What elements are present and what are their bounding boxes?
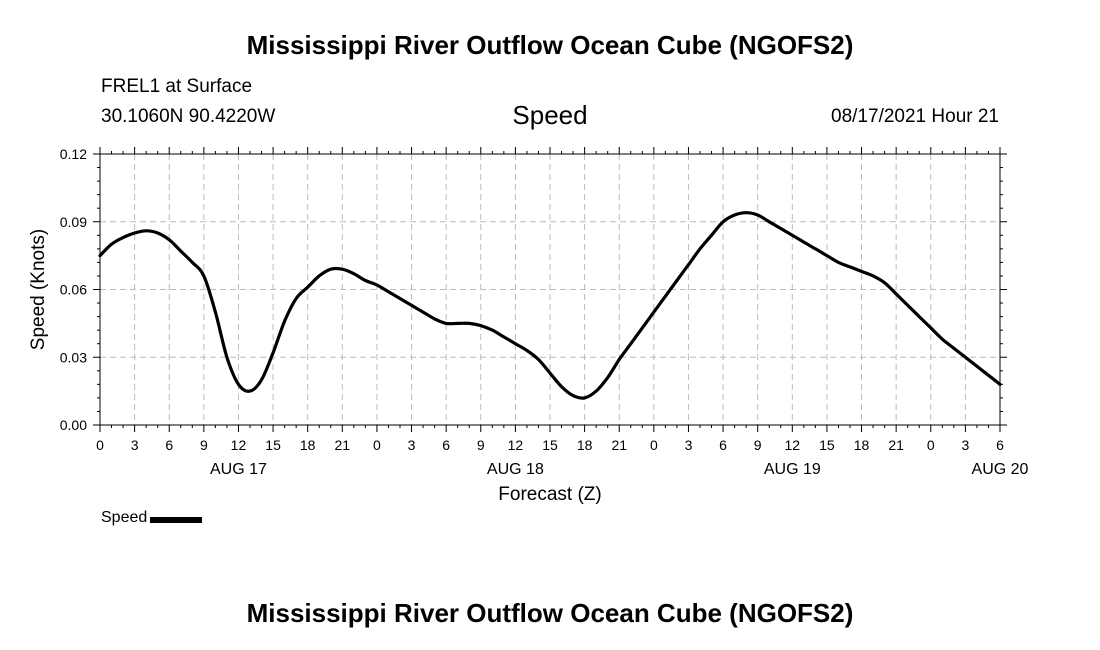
x-tick-label: 9 (200, 437, 208, 453)
date-label: AUG 18 (487, 461, 544, 478)
x-tick-label: 15 (265, 437, 281, 453)
x-tick-label: 6 (996, 437, 1004, 453)
y-tick-label: 0.09 (60, 214, 87, 230)
x-tick-label: 6 (442, 437, 450, 453)
y-tick-label: 0.12 (60, 146, 87, 162)
y-tick-label: 0.03 (60, 349, 87, 365)
coordinates-label: 30.1060N 90.4220W (101, 106, 276, 127)
x-tick-label: 21 (611, 437, 627, 453)
chart-subtitle: Speed (512, 100, 588, 130)
x-tick-label: 0 (373, 437, 381, 453)
series-line-speed (98, 211, 1002, 400)
date-label: AUG 17 (210, 461, 267, 478)
datetime-label: 08/17/2021 Hour 21 (831, 106, 999, 127)
x-tick-label: 0 (96, 437, 104, 453)
x-tick-label: 3 (961, 437, 969, 453)
x-tick-label: 6 (165, 437, 173, 453)
x-tick-label: 3 (408, 437, 416, 453)
legend-swatch (150, 517, 203, 523)
x-tick-label: 15 (819, 437, 835, 453)
chart-main-title: Mississippi River Outflow Ocean Cube (NG… (246, 30, 854, 60)
x-tick-label: 18 (300, 437, 316, 453)
footer-title: Mississippi River Outflow Ocean Cube (NG… (246, 598, 854, 628)
x-tick-label: 21 (888, 437, 904, 453)
date-label: AUG 20 (972, 461, 1029, 478)
x-tick-label: 0 (927, 437, 935, 453)
x-tick-label: 15 (542, 437, 558, 453)
x-tick-label: 3 (685, 437, 693, 453)
x-axis-label: Forecast (Z) (498, 484, 601, 505)
date-label: AUG 19 (764, 461, 821, 478)
y-axis-label: Speed (Knots) (28, 229, 49, 350)
x-tick-label: 0 (650, 437, 658, 453)
x-tick-label: 21 (335, 437, 351, 453)
x-tick-label: 6 (719, 437, 727, 453)
y-tick-label: 0.00 (60, 417, 87, 433)
x-tick-label: 12 (508, 437, 524, 453)
y-tick-label: 0.06 (60, 282, 87, 298)
x-tick-label: 12 (785, 437, 801, 453)
station-label: FREL1 at Surface (101, 76, 253, 97)
x-tick-label: 18 (854, 437, 870, 453)
legend-label: Speed (101, 509, 148, 526)
legend: Speed (101, 509, 203, 527)
x-tick-label: 18 (577, 437, 593, 453)
x-tick-label: 9 (477, 437, 485, 453)
x-tick-label: 12 (231, 437, 247, 453)
x-tick-label: 9 (754, 437, 762, 453)
x-tick-label: 3 (131, 437, 139, 453)
